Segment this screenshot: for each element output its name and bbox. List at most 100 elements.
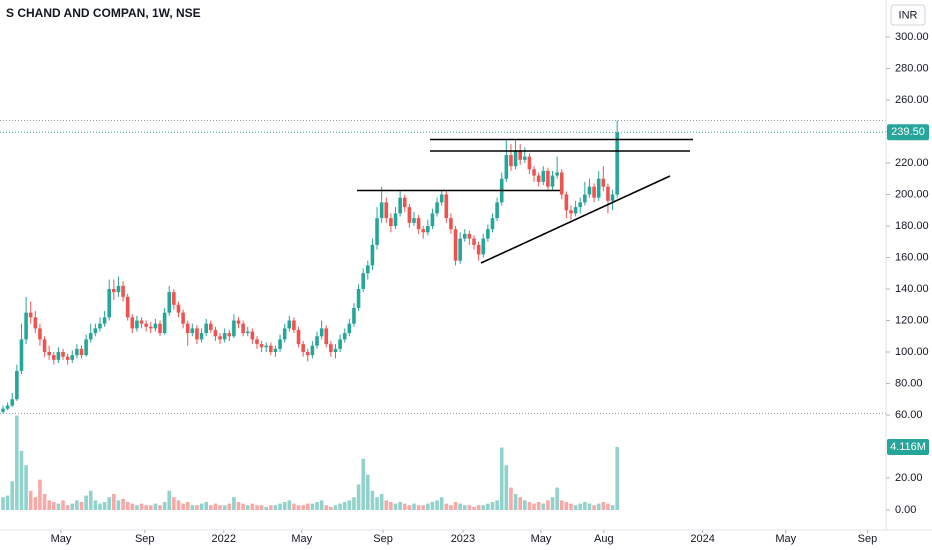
volume-bar (287, 500, 292, 510)
candle-body (467, 233, 472, 239)
candle-body (28, 312, 33, 318)
candle-body (139, 320, 144, 324)
candle-body (398, 197, 402, 214)
volume-bar (601, 502, 606, 510)
volume-bar (112, 494, 116, 510)
x-tick-label: May (775, 533, 796, 545)
volume-bar (70, 503, 75, 510)
volume-bar (559, 500, 564, 510)
candle-body (615, 132, 619, 195)
volume-bar (135, 505, 139, 510)
volume-bar (564, 502, 569, 510)
candle-body (458, 238, 462, 261)
candle-body (47, 352, 51, 356)
volume-bar (338, 503, 342, 510)
volume-bar (393, 503, 398, 510)
candle-body (213, 329, 218, 337)
volume-bar (232, 497, 236, 510)
candle-body (573, 207, 578, 214)
candle-body (227, 333, 232, 337)
candle-body (301, 344, 305, 352)
volume-bar (199, 503, 204, 510)
candle-body (513, 150, 518, 167)
volume-bar (153, 503, 158, 510)
candle-body (204, 323, 208, 334)
candle-body (546, 170, 550, 187)
candle-body (190, 328, 195, 334)
candle-body (610, 194, 615, 201)
volume-bar (305, 503, 310, 510)
candle-body (338, 339, 342, 349)
candle-body (550, 175, 555, 187)
y-tick-label: 120.00 (895, 314, 929, 326)
candle-body (93, 328, 98, 334)
volume-bar (490, 502, 495, 510)
candle-body (232, 320, 236, 337)
volume-bar (195, 505, 199, 510)
volume-bar (65, 505, 70, 510)
candle-body (195, 328, 199, 340)
candle-body (402, 197, 407, 208)
volume-bar (19, 450, 24, 510)
candle-body (583, 194, 587, 203)
currency-label[interactable]: INR (899, 9, 918, 21)
volume-bar (75, 500, 79, 510)
candle-body (1, 408, 5, 412)
volume-bar (527, 502, 532, 510)
y-tick-label: 200.00 (895, 188, 929, 200)
candle-body (559, 172, 564, 195)
volume-bar (264, 506, 269, 510)
volume-bar (292, 503, 296, 510)
candle-body (366, 265, 370, 274)
candle-body (541, 170, 546, 182)
volume-bar (453, 502, 458, 510)
volume-bar (356, 484, 361, 510)
candle-body (125, 296, 130, 318)
y-tick-label: 140.00 (895, 283, 929, 295)
candle-body (84, 339, 88, 356)
volume-bar (342, 502, 347, 510)
candle-body (435, 202, 439, 214)
candle-body (148, 326, 153, 329)
candle-body (158, 323, 162, 334)
x-tick-label: 2023 (451, 533, 475, 545)
x-tick-label: 2024 (690, 533, 714, 545)
candle-body (476, 244, 481, 255)
volume-bar (282, 502, 287, 510)
candle-body (444, 194, 449, 219)
volume-bar (47, 500, 51, 510)
candle-body (518, 150, 522, 160)
candle-body (569, 210, 573, 214)
volume-bar (56, 503, 61, 510)
x-tick-label: May (51, 533, 72, 545)
candle-body (245, 331, 250, 334)
candle-body (264, 345, 269, 348)
y-tick-label: 180.00 (895, 220, 929, 232)
volume-bar (398, 502, 402, 510)
candle-body (24, 312, 28, 340)
candle-body (61, 352, 65, 357)
volume-bar (495, 500, 499, 510)
x-tick-label: Sep (858, 533, 878, 545)
volume-bar (222, 505, 227, 510)
candle-body (472, 238, 476, 245)
candle-body (453, 229, 458, 261)
candle-body (5, 405, 10, 409)
currency-button[interactable] (890, 4, 926, 26)
y-tick-label: 300.00 (895, 31, 929, 43)
candle-body (370, 244, 375, 266)
x-tick-label: Aug (594, 533, 614, 545)
y-tick-label: 280.00 (895, 62, 929, 74)
candle-body (135, 320, 139, 329)
chart-title: S CHAND AND COMPAN, 1W, NSE (6, 6, 201, 20)
candle-body (209, 323, 213, 330)
candle-body (236, 320, 241, 324)
candle-body (315, 336, 319, 346)
drawings (357, 138, 693, 264)
volume-bar (486, 503, 490, 510)
candle-body (282, 328, 287, 340)
candle-body (555, 172, 559, 176)
volume-bar (181, 503, 185, 510)
candle-body (176, 304, 181, 313)
